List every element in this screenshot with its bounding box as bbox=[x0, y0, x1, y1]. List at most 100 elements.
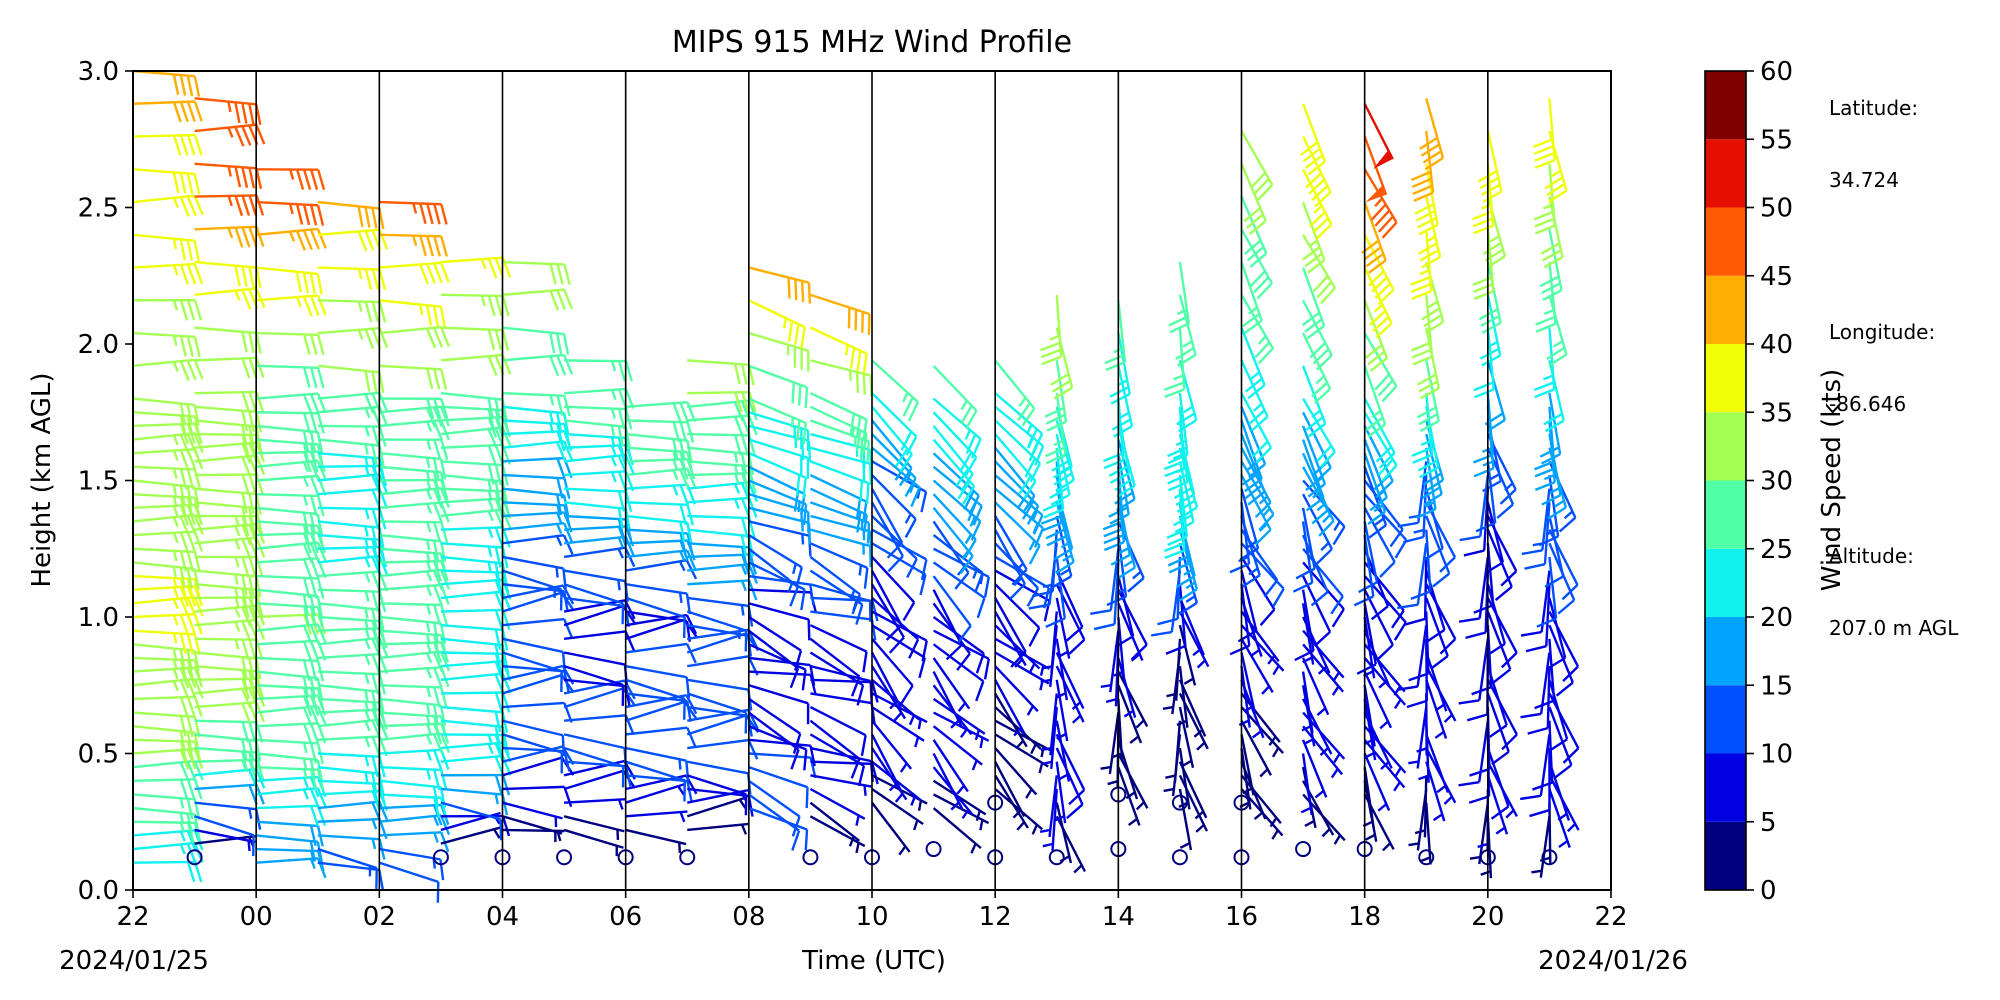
wind-barb bbox=[994, 747, 1038, 799]
wind-barb bbox=[809, 326, 868, 375]
wind-barb bbox=[932, 365, 978, 430]
wind-barb bbox=[502, 487, 570, 516]
wind-barb bbox=[871, 446, 921, 508]
wind-barb bbox=[440, 787, 509, 816]
wind-barb bbox=[1363, 234, 1395, 306]
y-tick-label: 0.5 bbox=[78, 740, 119, 770]
wind-barb bbox=[1239, 488, 1260, 561]
wind-barb bbox=[1548, 706, 1573, 779]
wind-barb bbox=[994, 692, 1028, 750]
wind-barbs bbox=[132, 69, 1580, 903]
wind-barb bbox=[748, 364, 809, 409]
longitude-value: -86.646 bbox=[1829, 392, 1907, 416]
wind-barb bbox=[810, 774, 872, 796]
wind-barb bbox=[194, 390, 265, 413]
wind-barb bbox=[563, 535, 635, 557]
colorbar-tick-label: 0 bbox=[1760, 876, 1777, 906]
colorbar-band bbox=[1705, 548, 1746, 617]
wind-barb bbox=[687, 738, 759, 760]
wind-barb bbox=[194, 287, 266, 310]
wind-barb bbox=[748, 574, 815, 606]
wind-barb bbox=[317, 452, 386, 480]
colorbar-band bbox=[1705, 275, 1746, 344]
wind-barb bbox=[502, 801, 563, 828]
wind-barb bbox=[932, 725, 983, 771]
colorbar-tick-label: 30 bbox=[1760, 467, 1793, 497]
wind-barb bbox=[1421, 433, 1443, 506]
wind-barb bbox=[502, 719, 566, 757]
wind-barb bbox=[1425, 583, 1457, 655]
wind-barb bbox=[1533, 98, 1556, 169]
wind-barb bbox=[132, 711, 201, 738]
wind-barb bbox=[194, 733, 262, 762]
wind-barb bbox=[810, 359, 873, 397]
wind-barb bbox=[994, 433, 1037, 500]
wind-barb bbox=[194, 536, 266, 559]
wind-barb bbox=[748, 397, 808, 444]
hour-gridlines bbox=[255, 71, 1489, 890]
wind-barb bbox=[1486, 774, 1509, 835]
wind-barb bbox=[994, 624, 1041, 674]
wind-barb bbox=[1475, 461, 1497, 533]
wind-barb bbox=[132, 465, 202, 490]
wind-barb bbox=[1301, 365, 1327, 438]
wind-barb bbox=[132, 168, 201, 195]
wind-barb bbox=[132, 547, 202, 573]
wind-barb bbox=[1363, 267, 1393, 339]
wind-barb bbox=[563, 546, 636, 568]
wind-barb bbox=[1300, 103, 1327, 176]
wind-barb bbox=[994, 515, 1028, 586]
wind-barb bbox=[1520, 570, 1551, 637]
wind-barb bbox=[809, 787, 866, 826]
wind-barb bbox=[132, 194, 204, 217]
wind-barb bbox=[379, 419, 450, 441]
wind-barb bbox=[194, 454, 266, 477]
wind-barb bbox=[871, 474, 917, 538]
wind-barb bbox=[686, 692, 748, 734]
wind-barb bbox=[994, 761, 1026, 819]
wind-barb bbox=[932, 697, 986, 741]
wind-barb bbox=[1410, 529, 1432, 600]
wind-barb bbox=[563, 828, 624, 857]
wind-barb bbox=[379, 793, 448, 819]
wind-barb bbox=[564, 387, 635, 410]
x-axis-ticks: 22 00 02 04 06 08 10 12 14 16 18 20 22 bbox=[116, 890, 1628, 932]
wind-barb bbox=[932, 671, 963, 729]
wind-barb bbox=[440, 256, 512, 279]
wind-barb bbox=[748, 438, 810, 479]
wind-barb bbox=[256, 602, 324, 628]
wind-barb bbox=[1163, 406, 1186, 478]
wind-barb bbox=[1539, 802, 1552, 865]
wind-barb bbox=[502, 569, 563, 611]
wind-barb bbox=[317, 488, 389, 510]
y-tick-label: 2.5 bbox=[78, 194, 119, 224]
wind-barb bbox=[194, 260, 262, 289]
wind-barb bbox=[256, 331, 325, 356]
wind-barb bbox=[132, 448, 204, 471]
wind-barb bbox=[256, 424, 324, 453]
y-axis-label: Height (km AGL) bbox=[27, 372, 57, 587]
wind-barb bbox=[1150, 570, 1182, 637]
wind-barb bbox=[1178, 610, 1210, 669]
wind-barb bbox=[1301, 201, 1326, 274]
wind-barb bbox=[1363, 698, 1377, 761]
wind-barb bbox=[1363, 671, 1393, 730]
wind-barb bbox=[1524, 502, 1551, 570]
wind-barb bbox=[317, 228, 389, 252]
wind-barb bbox=[194, 828, 256, 852]
altitude-label: Altitude: bbox=[1829, 544, 1914, 568]
wind-barb bbox=[1535, 261, 1557, 333]
x-tick-label: 10 bbox=[855, 902, 888, 932]
wind-barb bbox=[1301, 657, 1330, 716]
wind-barb bbox=[625, 583, 692, 615]
wind-barb bbox=[932, 602, 971, 671]
wind-barb bbox=[132, 233, 200, 262]
chart-title: MIPS 915 MHz Wind Profile bbox=[672, 25, 1072, 60]
wind-barb bbox=[1486, 583, 1507, 657]
wind-barb bbox=[1363, 136, 1388, 203]
wind-barb bbox=[1295, 507, 1316, 580]
wind-barb bbox=[994, 733, 1049, 774]
wind-barb bbox=[317, 588, 387, 613]
wind-barb bbox=[748, 588, 818, 613]
wind-barb bbox=[379, 583, 450, 606]
